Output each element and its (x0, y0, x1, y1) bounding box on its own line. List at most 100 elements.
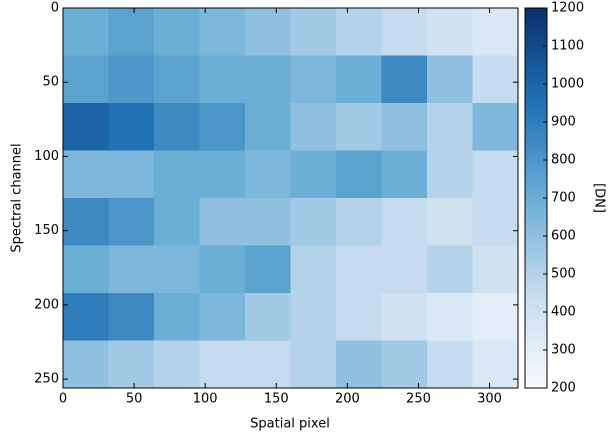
heatmap-cell (245, 340, 291, 389)
heatmap-cell (381, 55, 428, 104)
x-tick-label: 150 (264, 392, 289, 407)
heatmap-cell (290, 103, 337, 151)
heatmap-cell (108, 245, 155, 294)
colorbar-tick-label: 500 (551, 267, 576, 282)
heatmap-cell (427, 150, 473, 199)
y-axis-label: Spectral channel (10, 143, 25, 252)
heatmap-cell (472, 245, 519, 294)
heatmap-cell (472, 55, 519, 104)
heatmap-cell (427, 293, 473, 341)
heatmap-cell (290, 55, 337, 104)
heatmap-cell (290, 8, 337, 56)
heatmap-cell (290, 245, 337, 294)
colorbar-tick-label: 700 (551, 191, 576, 206)
heatmap-cell (427, 245, 473, 294)
colorbar-tick-label: 1200 (551, 1, 584, 16)
colorbar-tick-label: 300 (551, 343, 576, 358)
heatmap-cell (154, 8, 200, 56)
heatmap-cell (154, 293, 200, 341)
colorbar-tick-label: 1100 (551, 39, 584, 54)
heatmap-cell (199, 293, 246, 341)
colorbar-tick-label: 600 (551, 229, 576, 244)
heatmap-cell (154, 103, 200, 151)
y-tick-label: 150 (34, 223, 59, 238)
heatmap-cell (336, 245, 382, 294)
heatmap-cell (290, 150, 337, 199)
heatmap-cell (381, 150, 428, 199)
heatmap-cell (336, 198, 382, 246)
colorbar-tick-label: 400 (551, 305, 576, 320)
heatmap-cell (63, 103, 109, 151)
heatmap-cell (336, 150, 382, 199)
heatmap-cell (472, 198, 519, 246)
heatmap-cell (381, 103, 428, 151)
heatmap-cell (245, 293, 291, 341)
x-tick-label: 200 (335, 392, 360, 407)
heatmap-cell (290, 198, 337, 246)
y-tick-label: 100 (34, 149, 59, 164)
heatmap-cell (381, 293, 428, 341)
y-tick-label: 0 (51, 1, 59, 16)
heatmap-cell (199, 8, 246, 56)
heatmap-cell (108, 55, 155, 104)
heatmap-cell (154, 150, 200, 199)
heatmap-cell (290, 340, 337, 389)
heatmap-cell (108, 293, 155, 341)
heatmap-cell (199, 150, 246, 199)
heatmap-cell (336, 293, 382, 341)
heatmap-cell (154, 340, 200, 389)
heatmap-cell (199, 198, 246, 246)
heatmap-cell (381, 340, 428, 389)
heatmap-cell (472, 8, 519, 56)
heatmap-cell (199, 55, 246, 104)
heatmap-cell (290, 293, 337, 341)
heatmap-cell (63, 150, 109, 199)
x-axis-label: Spatial pixel (250, 417, 330, 432)
x-tick-label: 100 (193, 392, 218, 407)
heatmap-cell (427, 55, 473, 104)
heatmap-cell (245, 55, 291, 104)
heatmap-cell (336, 8, 382, 56)
x-tick-label: 250 (406, 392, 431, 407)
heatmap-cell (63, 293, 109, 341)
heatmap-cell (381, 8, 428, 56)
colorbar-tick-label: 200 (551, 381, 576, 396)
heatmap-cell (63, 55, 109, 104)
heatmap-cell (108, 8, 155, 56)
heatmap-cell (245, 150, 291, 199)
heatmap-cell (336, 55, 382, 104)
heatmap-cell (108, 150, 155, 199)
heatmap-cell (427, 340, 473, 389)
heatmap-cell (199, 245, 246, 294)
y-tick-label: 200 (34, 297, 59, 312)
heatmap-cell (108, 103, 155, 151)
heatmap-cell (154, 245, 200, 294)
heatmap-cell (154, 55, 200, 104)
colorbar-tick-label: 800 (551, 153, 576, 168)
heatmap-cell (63, 8, 109, 56)
heatmap-cell (336, 340, 382, 389)
heatmap-cell (63, 245, 109, 294)
heatmap-cell (472, 103, 519, 151)
heatmap-cell (63, 340, 109, 389)
heatmap-cell (245, 8, 291, 56)
x-tick-label: 0 (59, 392, 67, 407)
heatmap-cell (245, 198, 291, 246)
y-tick-label: 250 (34, 372, 59, 387)
heatmap-cell (154, 198, 200, 246)
heatmap-cell (472, 293, 519, 341)
heatmap-cell (63, 198, 109, 246)
heatmap-cell (427, 8, 473, 56)
heatmap-cell (427, 103, 473, 151)
y-tick-label: 50 (42, 75, 59, 90)
colorbar-label: [DN] (592, 183, 607, 213)
heatmap-cell (381, 245, 428, 294)
colorbar-tick-label: 1000 (551, 77, 584, 92)
plot-frame (62, 7, 519, 389)
heatmap-cell (108, 340, 155, 389)
heatmap-cell (245, 103, 291, 151)
colorbar-tick-label: 900 (551, 115, 576, 130)
heatmap-cell (472, 150, 519, 199)
heatmap-cell (108, 198, 155, 246)
